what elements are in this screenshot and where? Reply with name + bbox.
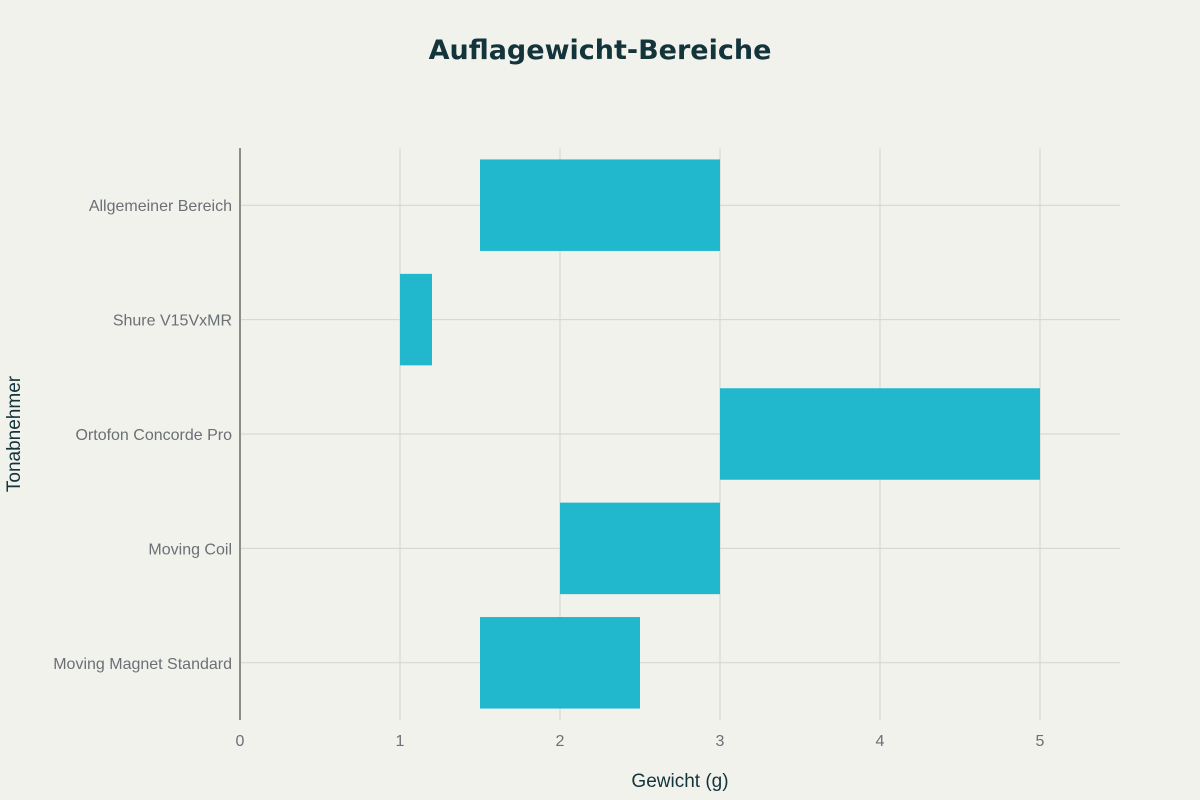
range-bar [480,159,720,251]
y-axis-title: Tonabnehmer [4,375,25,492]
y-tick-labels: Allgemeiner Bereich Shure V15VxMR Ortofon … [53,198,232,673]
range-bar [720,388,1040,480]
range-bars [400,159,1040,709]
y-tick-label: Moving Magnet Standard [53,656,232,673]
y-tick-label: Allgemeiner Bereich [89,198,232,215]
y-tick-label: Moving Coil [148,541,232,558]
range-bar [560,502,720,595]
y-tick-label: Ortofon Concorde Pro [75,427,232,444]
x-tick-label: 0 [236,733,245,750]
y-tick-label: Shure V15VxMR [113,313,232,330]
x-tick-label: 5 [1036,733,1045,750]
x-tick-label: 2 [556,733,565,750]
x-axis-title: Gewicht (g) [631,771,728,792]
x-tick-label: 4 [876,733,885,750]
chart-title: Auflagewicht-Bereiche [429,35,772,66]
x-tick-label: 3 [716,733,725,750]
x-tick-label: 1 [396,733,405,750]
range-bar [480,617,640,709]
x-tick-labels: 0 1 2 3 4 5 [236,733,1045,750]
range-bar [400,273,432,366]
